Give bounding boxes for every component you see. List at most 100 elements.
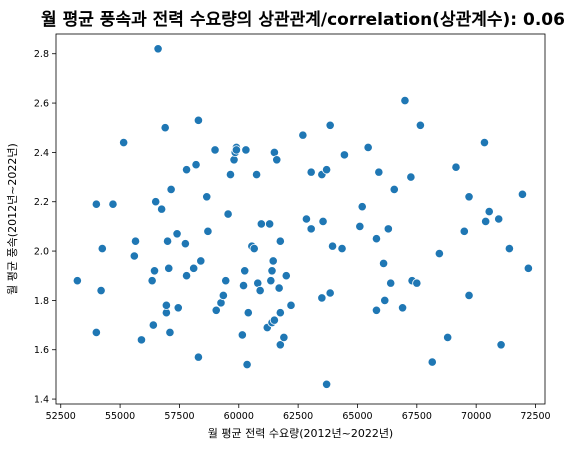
scatter-point [196,256,206,266]
scatter-point [149,266,160,276]
x-tick-label: 72500 [520,411,550,422]
scatter-point [279,332,289,342]
chart-title: 월 평균 풍속과 전력 수요량의 상관관계/correlation(상관계수):… [41,10,565,30]
scatter-point [211,305,221,315]
x-tick-label: 70000 [461,411,491,422]
scatter-point [479,137,490,148]
scatter-point [517,189,528,199]
y-tick-label: 1.8 [34,296,49,307]
y-tick-label: 1.6 [34,345,49,356]
scatter-point [355,221,365,231]
scatter-point [210,145,220,155]
y-tick-label: 2.6 [34,99,49,110]
scatter-point [267,266,277,276]
scatter-point [237,330,247,340]
scatter-point [223,209,233,219]
x-tick-label: 52500 [46,411,76,422]
scatter-point [298,130,308,140]
x-tick-label: 60000 [224,411,254,422]
y-axis: 1.4 1.6 1.8 2.0 2.2 2.4 2.6 2.8 [34,49,56,406]
scatter-points [72,44,533,389]
scatter-point [225,170,236,180]
scatter-point [251,170,262,180]
scatter-point [148,320,158,330]
scatter-point [243,308,253,318]
scatter-point [317,293,327,303]
scatter-point [191,160,201,170]
scatter-point [256,219,266,229]
scatter-point [229,155,239,165]
scatter-point [91,327,101,338]
scatter-point [181,271,192,281]
scatter-point [97,244,107,254]
scatter-point [161,300,171,310]
scatter-point [136,335,147,345]
scatter-point [301,214,312,224]
scatter-point [153,44,163,54]
scatter-point [193,352,204,362]
scatter-point [108,199,118,209]
y-tick-label: 2.2 [34,197,49,208]
scatter-point [322,165,332,175]
scatter-point [451,162,461,172]
scatter-point [281,271,291,281]
scatter-point [275,340,285,350]
scatter-point [363,142,373,153]
scatter-point [202,192,212,202]
scatter-point [240,266,250,276]
scatter-point [189,263,199,273]
scatter-point [172,229,182,239]
scatter-point [523,263,533,273]
y-tick-label: 1.4 [34,395,49,406]
scatter-point [266,276,276,286]
scatter-point [72,276,82,286]
scatter-point [318,216,328,227]
scatter-point [286,300,296,310]
x-axis-label: 월 평균 전력 수요량(2012년~2022년) [208,427,393,440]
scatter-point [325,120,335,130]
scatter-point [322,379,332,389]
scatter-point [242,359,252,370]
scatter-point [119,137,129,148]
x-tick-label: 67500 [402,411,432,422]
scatter-point [203,226,213,236]
scatter-point [306,167,316,177]
scatter-point [400,96,410,106]
x-axis: 52500 55000 57500 60000 62500 65000 67500 70000… [46,404,551,422]
scatter-point [389,184,399,194]
scatter-point [151,197,161,207]
scatter-point [238,280,249,291]
scatter-point [231,145,242,155]
scatter-point [166,184,176,194]
scatter-point [443,332,453,342]
plot-frame [55,33,546,405]
scatter-point [241,145,251,155]
scatter-point [371,234,382,244]
scatter-point [268,256,278,266]
scatter-point [164,263,174,273]
y-axis-label: 월 평균 풍속(2012년~2022년) [6,143,19,295]
scatter-point [374,167,384,177]
scatter-point [157,204,167,214]
scatter-point [275,308,285,318]
scatter-point [464,290,474,301]
scatter-point [484,207,494,217]
x-tick-label: 65000 [342,411,372,422]
x-tick-label: 55000 [105,411,135,422]
scatter-point [173,303,183,313]
scatter-point [378,258,389,268]
scatter-point [380,295,390,305]
scatter-point [265,219,275,229]
scatter-point [325,288,335,298]
scatter-point [181,165,192,175]
scatter-point [162,236,173,246]
scatter-point [180,239,190,249]
scatter-point [427,357,437,367]
scatter-point [165,327,175,338]
scatter-point [249,244,259,254]
scatter-point [504,244,514,254]
scatter-point [193,115,204,125]
scatter-point [269,315,279,325]
scatter-point [434,248,444,259]
scatter-point [96,285,106,296]
